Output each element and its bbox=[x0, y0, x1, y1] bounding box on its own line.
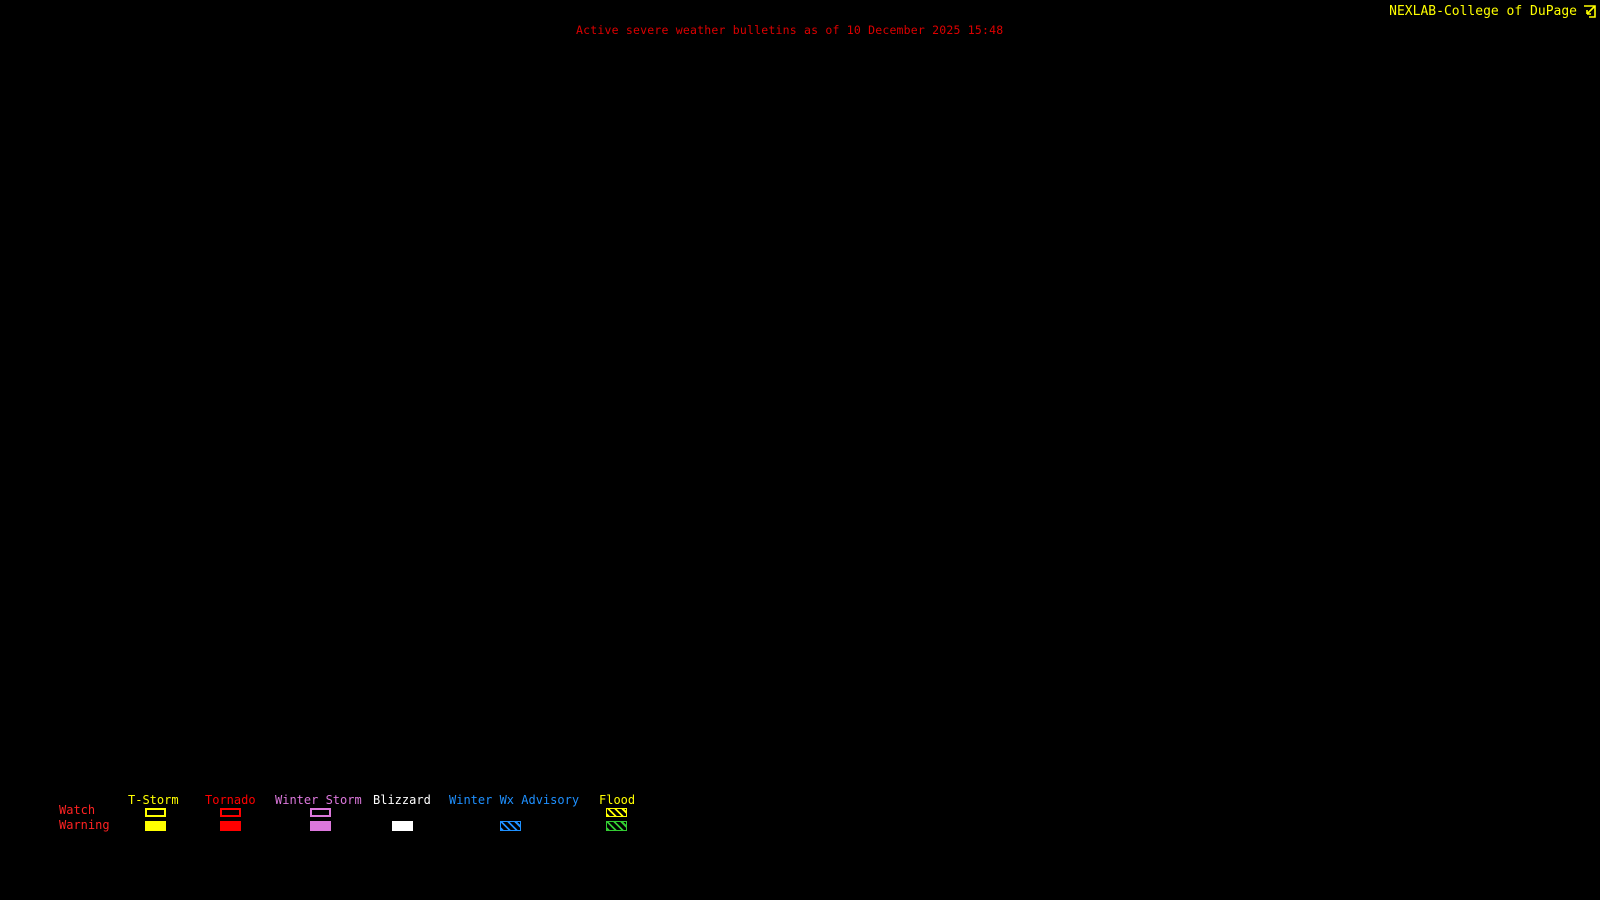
legend-header-winter-storm: Winter Storm bbox=[275, 793, 362, 807]
tstorm-watch-swatch bbox=[145, 808, 166, 817]
tornado-watch-swatch bbox=[220, 808, 241, 817]
winter-storm-warning-swatch bbox=[310, 821, 331, 831]
credit-text: NEXLAB-College of DuPage bbox=[1389, 3, 1577, 19]
credit: NEXLAB-College of DuPage bbox=[1389, 4, 1597, 19]
flood-warning-swatch bbox=[606, 821, 627, 831]
legend-header-tornado: Tornado bbox=[205, 793, 256, 807]
tornado-warning-swatch bbox=[220, 821, 241, 831]
legend-header-winter-wx-advisory: Winter Wx Advisory bbox=[449, 793, 580, 807]
tstorm-warning-swatch bbox=[145, 821, 166, 831]
legend-warning-row-label: Warning bbox=[59, 818, 110, 832]
legend-header-flood: Flood bbox=[599, 793, 636, 807]
winter-wx-advisory-warning-swatch bbox=[500, 821, 521, 831]
cod-logo-icon bbox=[1582, 4, 1597, 19]
legend-header-blizzard: Blizzard bbox=[373, 793, 431, 807]
legend-header-tstorm: T-Storm bbox=[128, 793, 179, 807]
legend-watch-row-label: Watch bbox=[59, 803, 96, 817]
map-title: Active severe weather bulletins as of 10… bbox=[576, 23, 1004, 37]
blizzard-warning-swatch bbox=[392, 821, 413, 831]
flood-watch-swatch bbox=[606, 808, 627, 817]
winter-storm-watch-swatch bbox=[310, 808, 331, 817]
